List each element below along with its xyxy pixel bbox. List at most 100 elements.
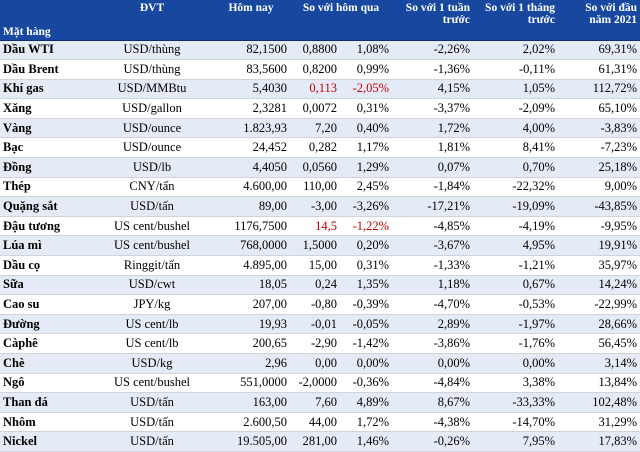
change-month: 4,00% [473,118,559,139]
commodity-name: Cao su [0,294,92,315]
unit-cell: US cent/lb [92,314,212,335]
change-percent: -3,26% [340,196,393,217]
commodity-name: Nickel [0,431,92,452]
unit-cell: USD/cwt [92,275,212,296]
change-week: -2,26% [392,40,474,61]
change-value: 281,00 [290,431,340,452]
change-value: 14,5 [290,216,340,237]
change-week: -3,86% [392,333,474,354]
unit-cell: USD/lb [92,157,212,178]
commodity-name: Dầu WTI [0,40,92,61]
change-week: -1,36% [392,59,474,80]
change-percent: 1,72% [340,412,393,433]
header-unit: ĐVT [92,0,212,41]
change-value: 1,5000 [290,235,340,257]
header-vs-month: So với 1 tháng trước [473,0,559,41]
change-week: -17,21% [392,196,474,217]
price-today: 4.600,00 [212,177,290,198]
commodity-name: Dầu cọ [0,255,92,276]
unit-cell: USD/ounce [92,118,212,139]
price-today: 4,4050 [212,157,290,178]
change-percent: 4,89% [340,392,393,413]
change-ytd: 31,29% [558,412,640,433]
commodity-name: Chè [0,353,92,374]
change-month: -19,09% [473,196,559,217]
change-value: -3,00 [290,196,340,217]
price-today: 200,65 [212,333,290,354]
change-month: 3,38% [473,373,559,394]
change-ytd: 3,14% [558,353,640,374]
unit-cell: USD/kg [92,353,212,374]
unit-cell: US cent/lb [92,333,212,354]
change-week: 8,67% [392,392,474,413]
change-value: 0,0072 [290,98,340,119]
change-month: 7,95% [473,431,559,452]
commodity-name: Vàng [0,118,92,139]
unit-cell: USD/tấn [92,392,212,413]
change-ytd: 69,31% [558,40,640,61]
price-today: 1.823,93 [212,118,290,139]
change-month: -0,53% [473,294,559,315]
change-week: 2,89% [392,314,474,335]
table-row: Than đá USD/tấn 163,00 7,60 4,89% 8,67% -33,33… [0,392,640,413]
change-ytd: 9,00% [558,177,640,198]
change-week: -0,26% [392,431,474,452]
change-month: -0,11% [473,59,559,80]
table-row: Quặng sắt USD/tấn 89,00 -3,00 -3,26% -17,21% -… [0,196,640,217]
change-percent: 1,08% [340,40,393,61]
commodity-name: Đồng [0,157,92,178]
change-percent: -0,39% [340,294,393,315]
change-ytd: -43,85% [558,196,640,217]
change-percent: 0,40% [340,118,393,139]
change-ytd: 14,24% [558,275,640,296]
commodity-name: Đường [0,314,92,335]
change-week: 1,18% [392,275,474,296]
unit-cell: Ringgit/tấn [92,255,212,276]
price-today: 19,93 [212,314,290,335]
change-percent: 2,45% [340,177,393,198]
header-today: Hôm nay [212,0,290,41]
header-vs-yesterday: So với hôm qua [290,0,393,41]
price-today: 768,0000 [212,235,290,257]
table-row: Ngô US cent/bushel 551,0000 -2,0000 -0,36% -4… [0,373,640,394]
table-row: Nhôm USD/tấn 2.600,50 44,00 1,72% -4,38% -14,7… [0,412,640,433]
change-value: 0,282 [290,137,340,159]
change-week: -3,37% [392,98,474,119]
price-today: 89,00 [212,196,290,217]
change-month: 4,95% [473,235,559,257]
table-row: Sữa USD/cwt 18,05 0,24 1,35% 1,18% 0,67% 14,24% [0,275,640,296]
price-today: 5,4030 [212,79,290,100]
change-percent: -2,05% [340,79,393,100]
change-percent: 1,46% [340,431,393,452]
table-row: Dầu WTI USD/thùng 82,1500 0,8800 1,08% -2,26%… [0,40,640,61]
change-week: -4,84% [392,373,474,394]
change-value: 44,00 [290,412,340,433]
change-value: -0,01 [290,314,340,335]
change-ytd: 25,18% [558,157,640,178]
change-month: -4,19% [473,216,559,237]
change-percent: 1,17% [340,137,393,159]
unit-cell: USD/tấn [92,412,212,433]
table-row: Xăng USD/gallon 2,3281 0,0072 0,31% -3,37% -2,… [0,98,640,119]
table-row: Càphê US cent/lb 200,65 -2,90 -1,42% -3,86% -1… [0,333,640,354]
change-ytd: 102,48% [558,392,640,413]
change-value: -0,80 [290,294,340,315]
change-value: -2,90 [290,333,340,354]
commodity-name: Nhôm [0,412,92,433]
change-month: -1,97% [473,314,559,335]
table-row: Khí gas USD/MMBtu 5,4030 0,113 -2,05% 4,15% 1,… [0,79,640,100]
commodity-name: Ngô [0,373,92,394]
change-month: -1,76% [473,333,559,354]
unit-cell: US cent/bushel [92,373,212,394]
table-row: Thép CNY/tấn 4.600,00 110,00 2,45% -1,84% -22,… [0,177,640,198]
change-value: 15,00 [290,255,340,276]
change-month: 0,67% [473,275,559,296]
change-percent: 0,99% [340,59,393,80]
change-value: 110,00 [290,177,340,198]
change-ytd: -7,23% [558,137,640,159]
commodity-name: Quặng sắt [0,196,92,217]
price-today: 82,1500 [212,40,290,61]
table-header-row: Mặt hàng ĐVT Hôm nay So với hôm qua So v… [0,0,640,41]
table-row: Vàng USD/ounce 1.823,93 7,20 0,40% 1,72% 4,00%… [0,118,640,139]
change-ytd: 65,10% [558,98,640,119]
